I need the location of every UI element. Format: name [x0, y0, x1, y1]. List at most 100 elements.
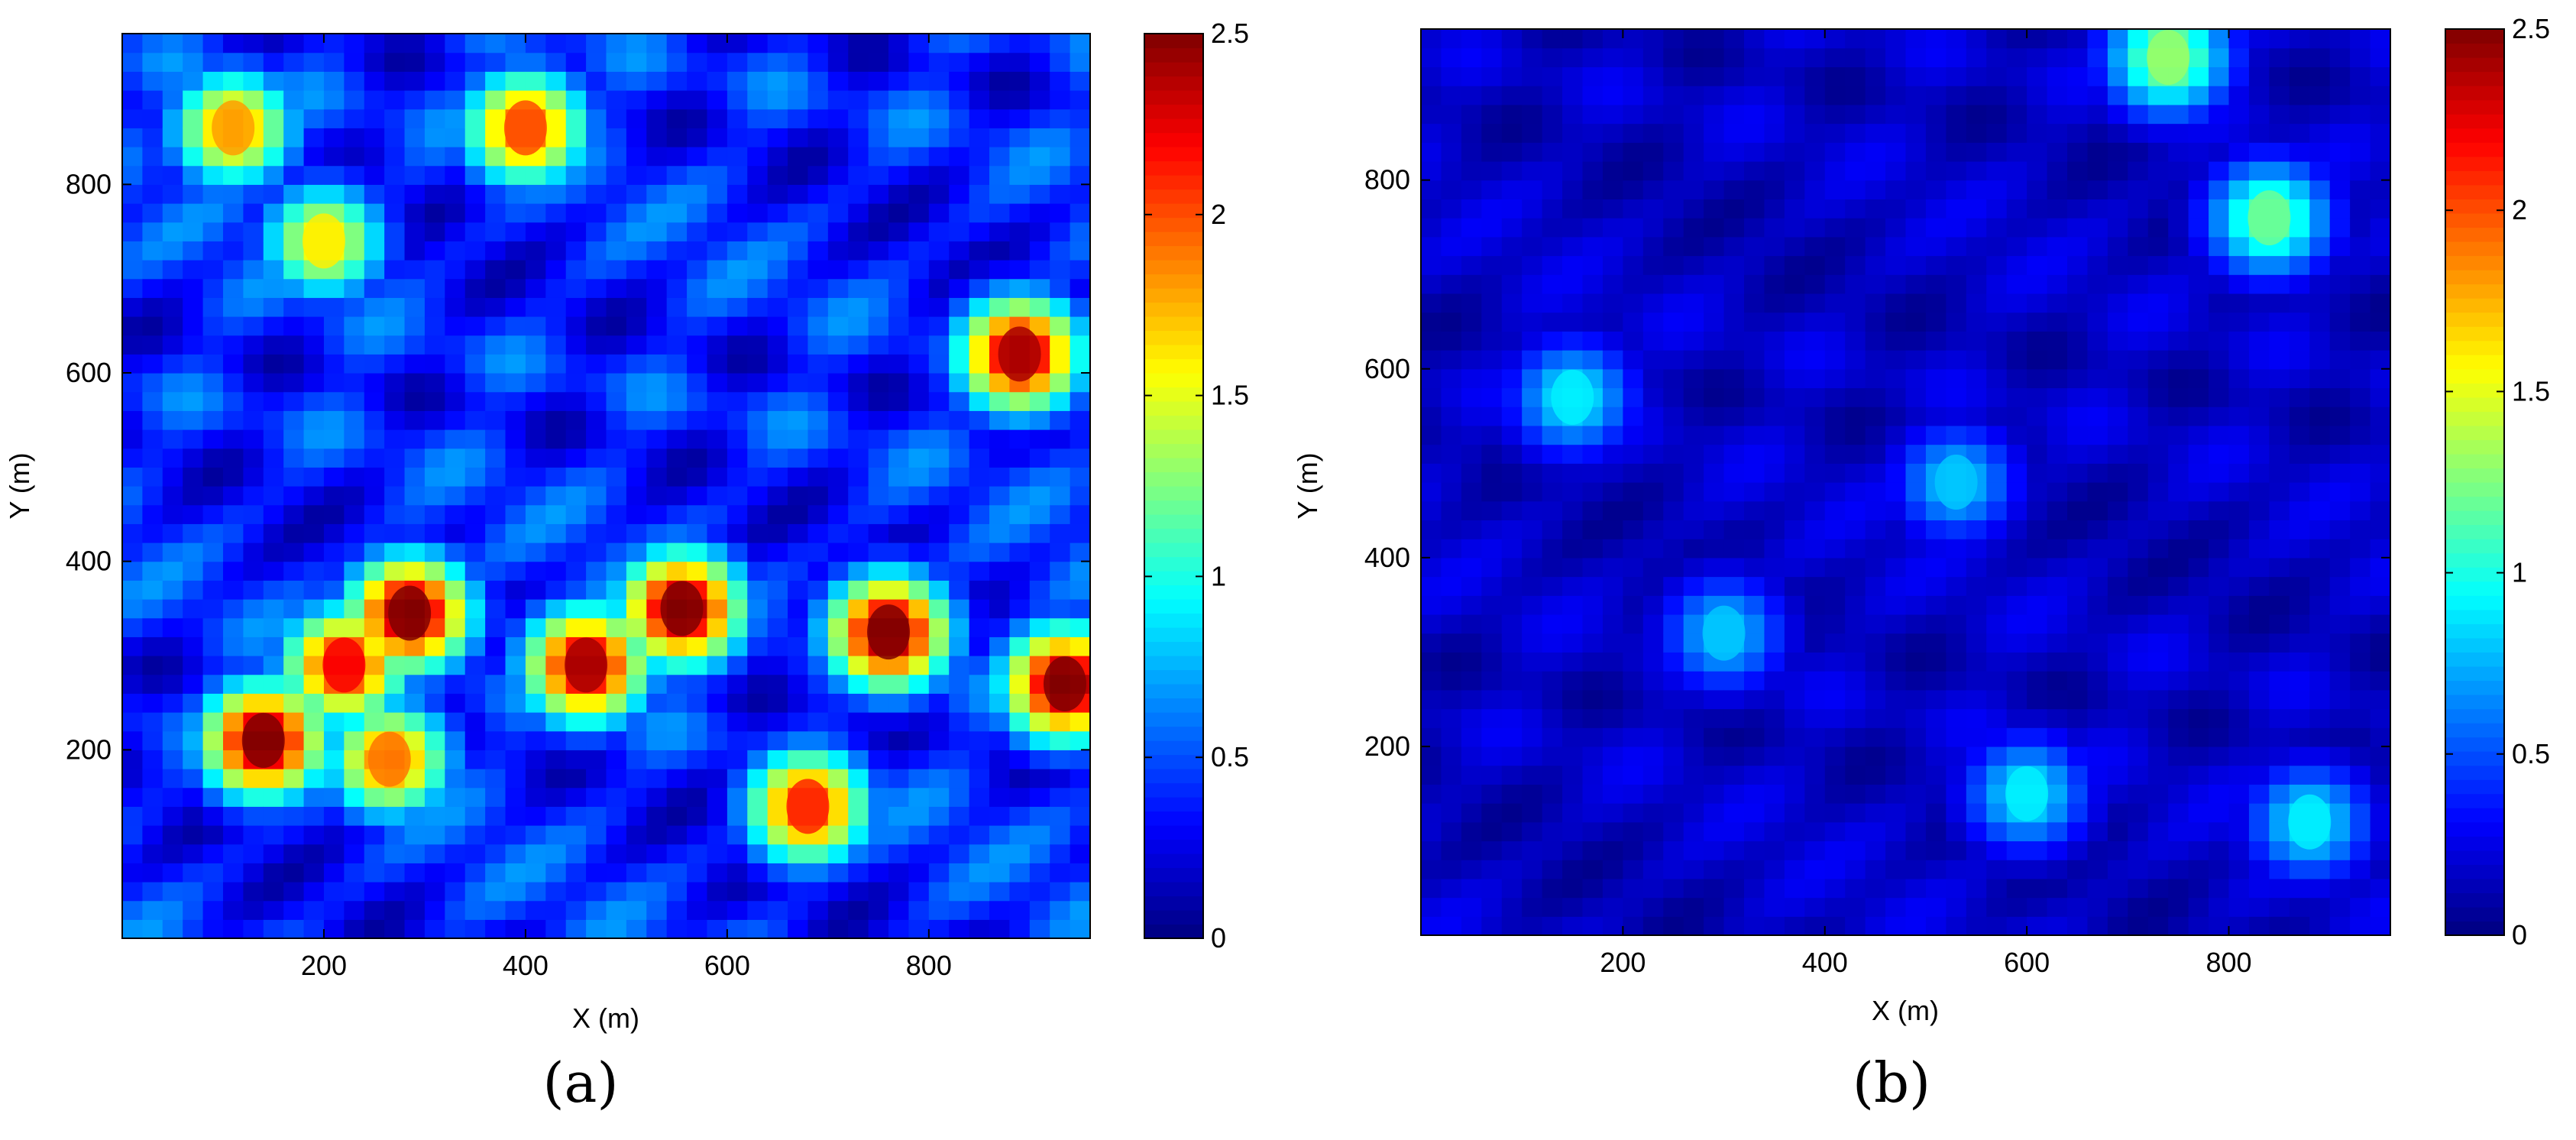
heatmap-cell [606, 147, 627, 167]
heatmap-cell [807, 712, 829, 732]
heatmap-cell [2370, 840, 2391, 860]
heatmap-cell [586, 297, 607, 317]
heatmap-cell [1542, 236, 1563, 257]
heatmap-field [1421, 29, 2391, 936]
heatmap-cell [1070, 806, 1091, 826]
heatmap-cell [788, 52, 809, 72]
heatmap-cell [122, 730, 143, 750]
heatmap-cell [949, 297, 970, 317]
heatmap-cell [1441, 821, 1462, 842]
heatmap-cell [1461, 218, 1482, 238]
heatmap-cell [1925, 274, 1947, 294]
heatmap-cell [445, 203, 466, 223]
heatmap-cell [2107, 29, 2128, 49]
heatmap-cell [788, 919, 809, 939]
heatmap-cell [263, 693, 284, 713]
heatmap-cell [1050, 599, 1071, 619]
heatmap-cell [1562, 614, 1584, 634]
heatmap-cell [2107, 123, 2128, 143]
heatmap-cell [424, 750, 445, 769]
heatmap-cell [687, 467, 708, 487]
heatmap-cell [2209, 652, 2230, 672]
colorbar-segment [1144, 825, 1203, 840]
colorbar-segment [1144, 514, 1203, 530]
heatmap-cell [2209, 444, 2230, 464]
heatmap-cell [1663, 331, 1684, 351]
heatmap-cell [1582, 633, 1604, 653]
heatmap-cell [545, 542, 567, 562]
heatmap-cell [364, 391, 385, 411]
heatmap-cell [687, 787, 708, 807]
heatmap-cell [2228, 86, 2250, 105]
heatmap-cell [1441, 500, 1462, 521]
heatmap-cell [1522, 539, 1543, 559]
heatmap-cell [1602, 633, 1623, 653]
heatmap-cell [1905, 539, 1927, 559]
heatmap-cell [2087, 255, 2108, 275]
heatmap-cell [707, 108, 728, 128]
heatmap-cell [2350, 500, 2371, 521]
heatmap-cell [505, 730, 526, 750]
heatmap-cell [2047, 784, 2068, 804]
heatmap-cell [1905, 746, 1927, 766]
heatmap-cell [1824, 368, 1846, 389]
heatmap-cell [303, 90, 325, 110]
heatmap-cell [666, 674, 688, 694]
heatmap-cell [1421, 595, 1442, 615]
heatmap-cell [243, 222, 264, 241]
heatmap-cell [2289, 406, 2310, 426]
heatmap-cell [1602, 878, 1623, 899]
heatmap-cell [445, 599, 466, 619]
heatmap-cell [2289, 633, 2310, 653]
heatmap-cell [142, 467, 163, 487]
heatmap-cell [1865, 557, 1886, 578]
heatmap-cell [646, 730, 668, 750]
heatmap-cell [1764, 463, 1785, 483]
heatmap-cell [1663, 160, 1684, 181]
heatmap-cell [2350, 482, 2371, 502]
heatmap-cell [666, 147, 688, 167]
heatmap-cell [2006, 274, 2027, 294]
heatmap-cell [263, 523, 284, 543]
heatmap-cell [1885, 406, 1907, 426]
heatmap-cell [485, 90, 506, 110]
heatmap-cell [1562, 255, 1584, 275]
heatmap-cell [1784, 821, 1805, 842]
heatmap-cell [767, 165, 788, 185]
heatmap-cell [888, 750, 910, 769]
heatmap-cell [1642, 104, 1664, 125]
heatmap-cell [1986, 425, 2008, 445]
heatmap-cell [565, 128, 587, 147]
heatmap-cell [1845, 86, 1866, 105]
heatmap-cell [2047, 142, 2068, 162]
heatmap-cell [747, 429, 769, 449]
heatmap-cell [424, 203, 445, 223]
heatmap-cell [1824, 236, 1846, 257]
heatmap-cell [1905, 784, 1927, 804]
heatmap-cell [2047, 539, 2068, 559]
heatmap-cell [949, 165, 970, 185]
heatmap-cell [1623, 160, 1644, 181]
heatmap-cell [2147, 500, 2169, 521]
heatmap-cell [2209, 331, 2230, 351]
heatmap-cell [687, 147, 708, 167]
heatmap-cell [2289, 218, 2310, 238]
heatmap-cell [424, 504, 445, 524]
heatmap-cell [666, 636, 688, 656]
heatmap-cell [202, 297, 224, 317]
heatmap-cell [646, 486, 668, 506]
heatmap-cell [626, 297, 647, 317]
heatmap-cell [1070, 486, 1091, 506]
heatmap-cell [1804, 180, 1826, 199]
heatmap-cell [848, 165, 869, 185]
heatmap-cell [2309, 557, 2331, 578]
heatmap-cell [1704, 104, 1725, 125]
heatmap-cell [788, 693, 809, 713]
heatmap-cell [767, 674, 788, 694]
heatmap-cell [2047, 840, 2068, 860]
heatmap-cell [2128, 765, 2149, 785]
heatmap-cell [908, 674, 930, 694]
heatmap-cell [969, 222, 990, 241]
heatmap-cell [202, 260, 224, 280]
heatmap-cell [2289, 236, 2310, 257]
